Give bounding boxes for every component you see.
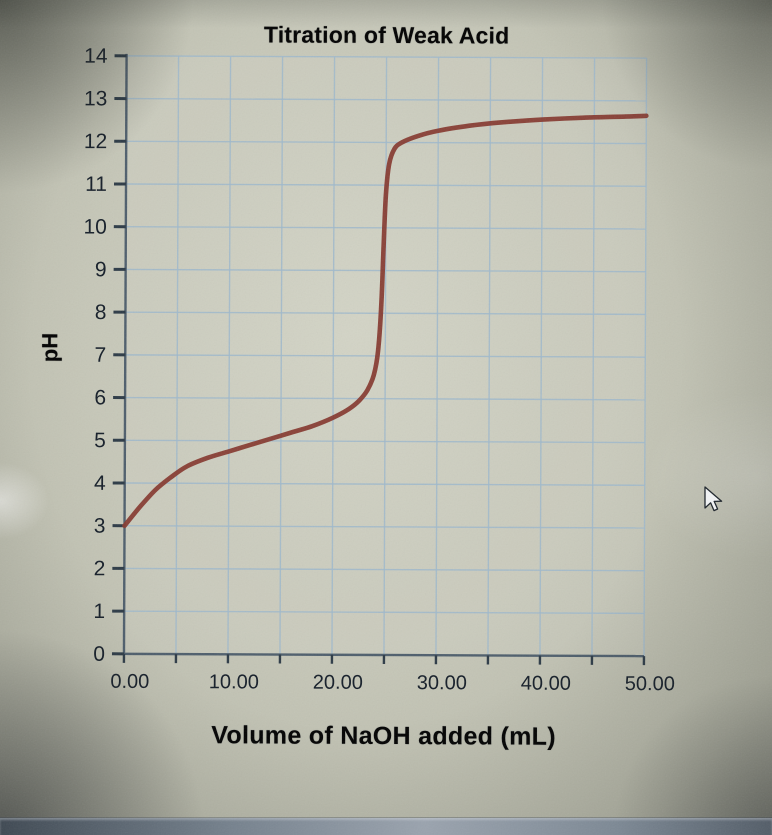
y-tick-label: 14 <box>84 45 108 68</box>
y-tick-label: 12 <box>84 130 107 153</box>
y-tick-label: 8 <box>95 301 107 324</box>
y-tick-label: 11 <box>85 173 107 196</box>
x-tick-label: 30.00 <box>417 672 467 694</box>
y-tick-label: 10 <box>83 216 106 239</box>
x-tick-label: 0.00 <box>110 671 149 693</box>
x-tick-label: 40.00 <box>521 673 571 695</box>
x-tick-label: 50.00 <box>625 673 675 695</box>
x-tick-label: 10.00 <box>209 671 259 693</box>
y-tick-label: 5 <box>94 429 106 452</box>
y-tick-label: 0 <box>93 643 105 666</box>
y-tick-label: 2 <box>94 557 106 580</box>
y-tick-label: 9 <box>95 258 107 281</box>
y-tick-label: 7 <box>95 344 107 367</box>
y-tick-label: 4 <box>94 472 106 495</box>
y-tick-label: 1 <box>93 600 105 623</box>
x-tick-label: 20.00 <box>313 672 363 694</box>
y-tick-label: 13 <box>84 87 107 110</box>
mouse-cursor-icon <box>704 486 723 512</box>
y-tick-label: 6 <box>94 386 106 409</box>
y-tick-label: 3 <box>94 515 106 538</box>
